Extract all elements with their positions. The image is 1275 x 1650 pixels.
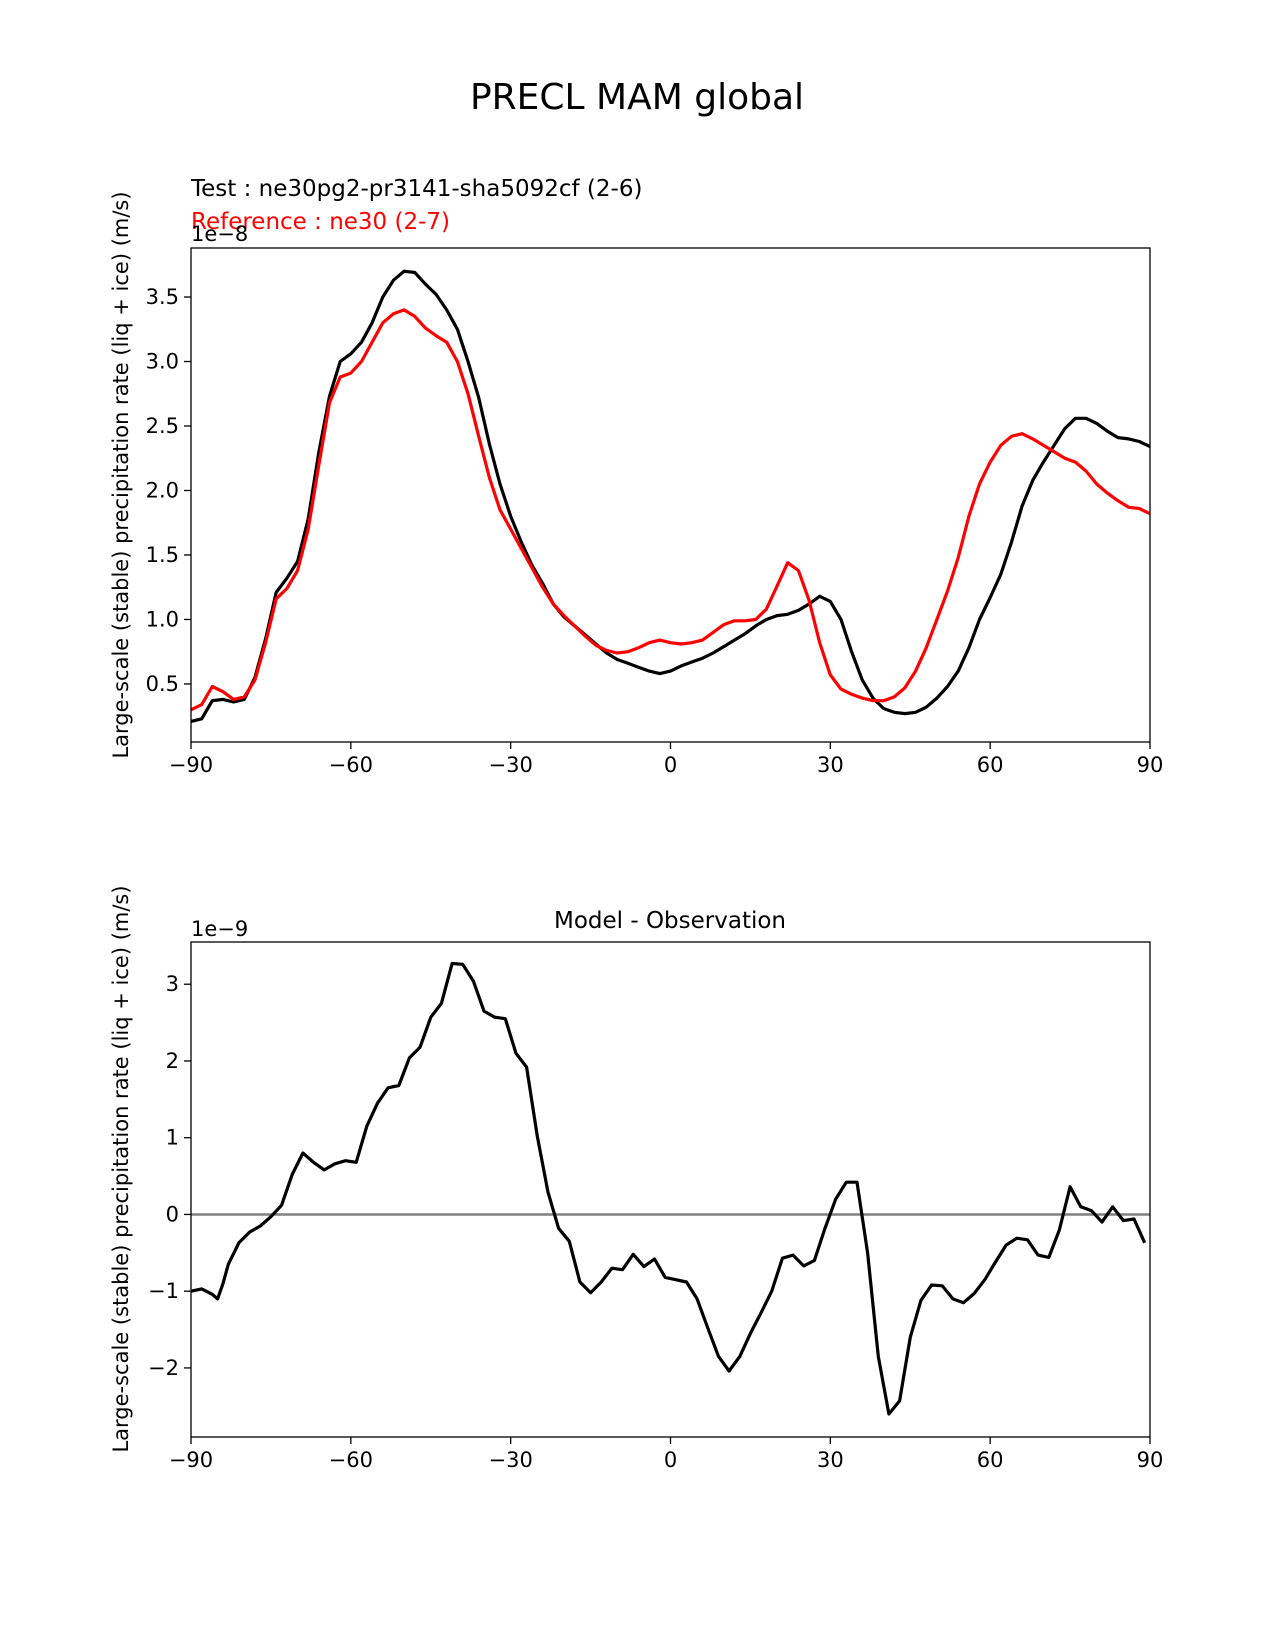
bottom-x-tick-label: −90 [169,1448,213,1472]
top-y-tick-label: 2.0 [146,478,179,502]
bottom-x-tick-label: −60 [329,1448,373,1472]
top-series-group [190,269,1151,723]
bottom-series-line-0 [190,961,1147,1416]
bottom-series-group [190,961,1150,1416]
bottom-x-tick-label: −30 [489,1448,533,1472]
bottom-y-tick-label: 2 [166,1049,179,1073]
top-y-tick-label: 0.5 [146,672,179,696]
top-x-tick-label: 90 [1137,753,1164,777]
bottom-offset-label: 1e−9 [191,917,248,941]
top-y-axis-label: Large-scale (stable) precipitation rate … [109,191,133,758]
bottom-chart-title: Model - Observation [554,908,786,934]
top-x-tick-label: 30 [817,753,844,777]
bottom-x-tick-label: 60 [977,1448,1004,1472]
top-y-tick-label: 3.0 [146,350,179,374]
top-series-line-1 [190,308,1151,712]
top-x-tick-label: −30 [489,753,533,777]
top-y-tick-label: 1.0 [146,607,179,631]
bottom-y-tick-label: 3 [166,972,179,996]
bottom-plot-frame [190,941,1151,1438]
bottom-y-tick-label: 0 [166,1202,179,1226]
legend-reference-label: Reference : ne30 (2-7) [191,209,450,235]
bottom-chart-panel: Model - Observation 1e−9 Large-scale (st… [109,885,1163,1472]
top-y-tick-label: 3.5 [146,285,179,309]
top-x-tick-label: 60 [977,753,1004,777]
top-x-tick-label: 0 [664,753,677,777]
bottom-y-tick-label: −2 [148,1356,179,1380]
bottom-ticks-group: −90 −60 −30 0 30 60 90 −2 −1 0 1 2 3 [148,972,1163,1472]
top-ticks-group: −90 −60 −30 0 30 60 90 0.5 1.0 1.5 2.0 2.5 3.0 3.5 [146,285,1164,777]
top-y-tick-label: 1.5 [146,543,179,567]
bottom-x-tick-label: 90 [1137,1448,1164,1472]
bottom-x-tick-label: 30 [817,1448,844,1472]
top-series-line-0 [190,269,1151,723]
top-chart-panel: Test : ne30pg2-pr3141-sha5092cf (2-6) Re… [109,176,1163,777]
bottom-x-tick-label: 0 [664,1448,677,1472]
bottom-y-tick-label: −1 [148,1279,179,1303]
top-y-tick-label: 2.5 [146,414,179,438]
top-offset-label: 1e−8 [191,222,248,246]
top-x-tick-label: −60 [329,753,373,777]
figure-title: PRECL MAM global [470,77,804,118]
bottom-y-tick-label: 1 [166,1126,179,1150]
bottom-y-axis-label: Large-scale (stable) precipitation rate … [109,885,133,1452]
legend-test-label: Test : ne30pg2-pr3141-sha5092cf (2-6) [190,176,642,202]
top-plot-frame [190,247,1151,743]
top-x-tick-label: −90 [169,753,213,777]
